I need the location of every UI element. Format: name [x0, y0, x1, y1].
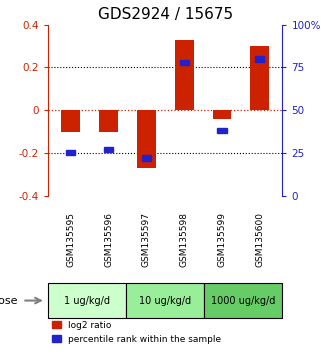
FancyBboxPatch shape — [204, 284, 282, 318]
FancyBboxPatch shape — [142, 155, 151, 161]
Bar — [175, 40, 194, 110]
Text: dose: dose — [0, 296, 18, 306]
Text: GSM135596: GSM135596 — [104, 212, 113, 267]
FancyBboxPatch shape — [255, 56, 264, 62]
Bar — [137, 110, 156, 168]
Text: GSM135600: GSM135600 — [255, 212, 264, 267]
FancyBboxPatch shape — [126, 284, 204, 318]
Text: 1000 ug/kg/d: 1000 ug/kg/d — [211, 296, 276, 306]
Bar — [250, 46, 269, 110]
FancyBboxPatch shape — [104, 147, 113, 152]
Bar — [213, 110, 231, 119]
FancyBboxPatch shape — [66, 150, 75, 155]
Text: GSM135595: GSM135595 — [66, 212, 75, 267]
FancyBboxPatch shape — [48, 284, 126, 318]
FancyBboxPatch shape — [180, 60, 189, 65]
Text: 1 ug/kg/d: 1 ug/kg/d — [64, 296, 110, 306]
Text: 10 ug/kg/d: 10 ug/kg/d — [139, 296, 191, 306]
FancyBboxPatch shape — [217, 128, 227, 133]
Text: GSM135599: GSM135599 — [218, 212, 227, 267]
Text: GSM135597: GSM135597 — [142, 212, 151, 267]
Legend: log2 ratio, percentile rank within the sample: log2 ratio, percentile rank within the s… — [48, 318, 225, 347]
Bar — [99, 110, 118, 132]
Text: GSM135598: GSM135598 — [180, 212, 189, 267]
Title: GDS2924 / 15675: GDS2924 / 15675 — [98, 7, 233, 22]
Bar — [61, 110, 80, 132]
